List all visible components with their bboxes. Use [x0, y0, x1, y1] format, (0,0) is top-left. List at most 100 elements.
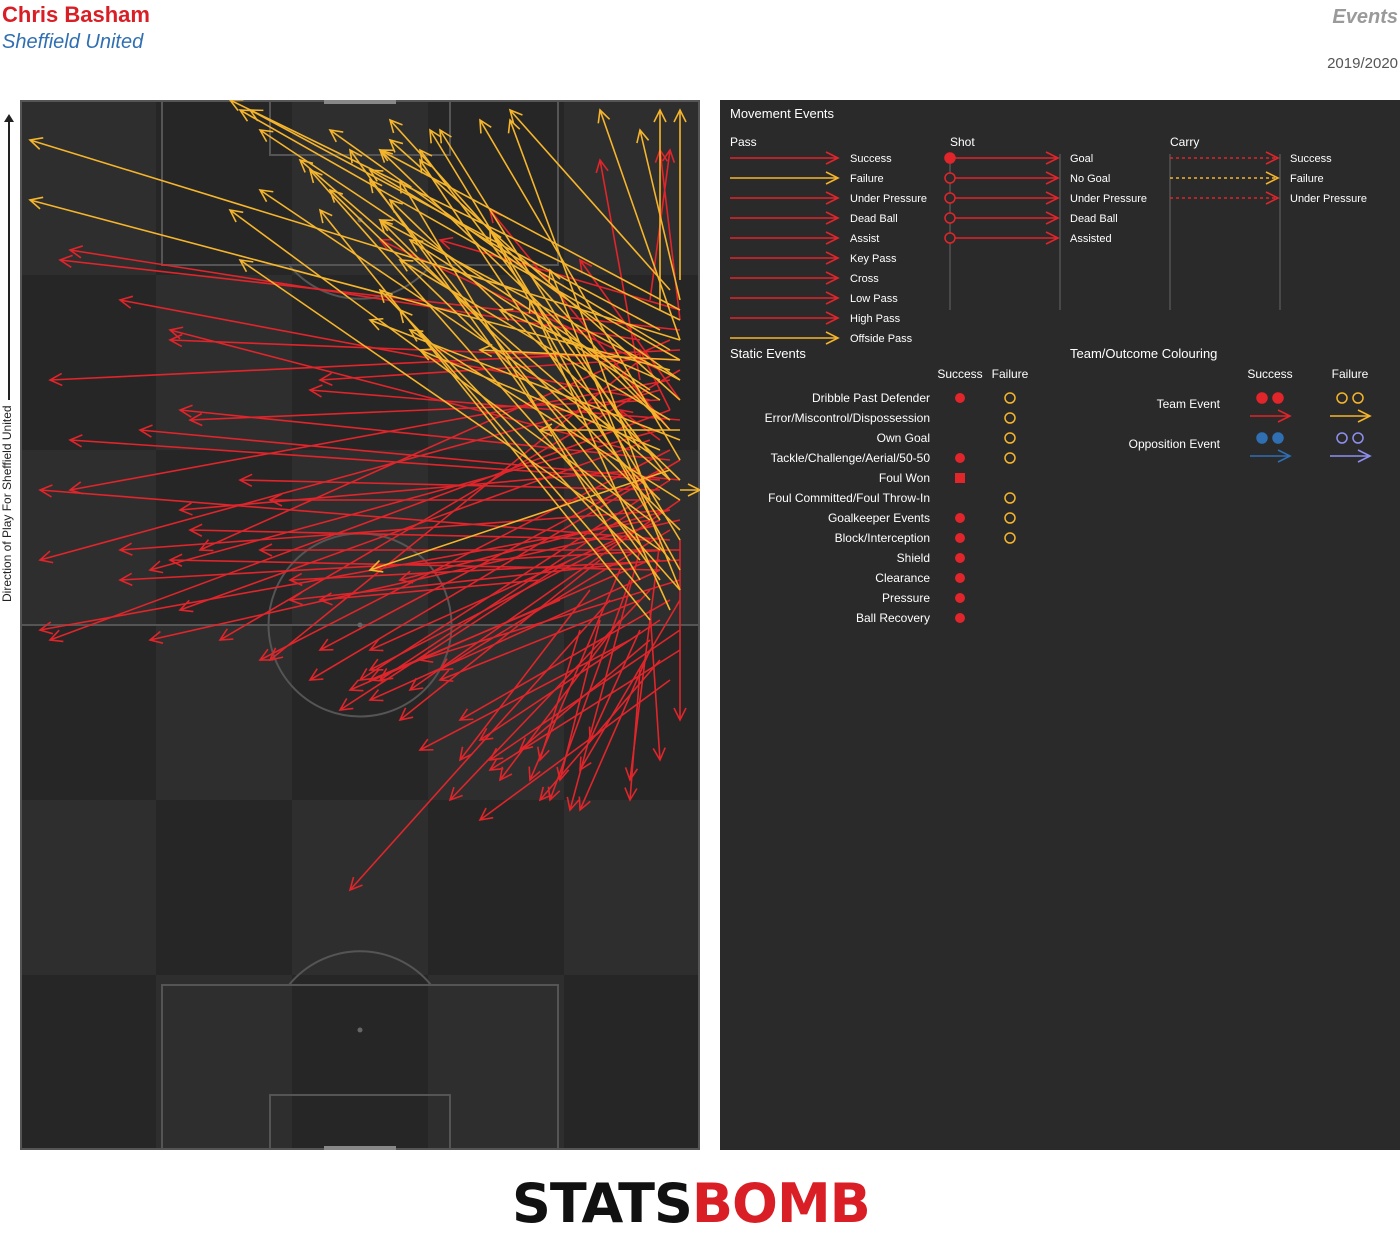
static-success-marker [955, 393, 965, 403]
pass-arrow-failure [653, 108, 667, 310]
pass-arrow-failure [28, 196, 671, 371]
pass-arrow-success [368, 569, 661, 702]
legend-pass-arrow [730, 231, 840, 245]
pass-arrow-failure [368, 469, 671, 573]
static-success-marker [955, 453, 965, 463]
legend-pass-label: Success [850, 153, 892, 165]
pass-arrow-success [595, 158, 641, 381]
legend-pass-arrow [730, 191, 840, 205]
pass-arrow-failure [398, 259, 671, 421]
pass-arrow-success [556, 619, 601, 782]
logo-bomb-text: BOMB [691, 1172, 871, 1235]
direction-arrow-icon [4, 114, 14, 400]
legend-shot-label: Goal [1070, 153, 1093, 165]
pitch-zone [564, 100, 700, 275]
static-event-label: Goalkeeper Events [828, 511, 930, 525]
season-label: 2019/2020 [1327, 55, 1398, 72]
static-failure-marker [1004, 492, 1016, 504]
pass-title: Pass [730, 135, 757, 149]
static-event-label: Dribble Past Defender [812, 391, 930, 405]
pass-arrow-failure [228, 208, 651, 521]
pass-arrow-success [649, 609, 666, 762]
pitch-zone [428, 975, 564, 1150]
pass-arrows [28, 100, 700, 892]
pitch-zone [156, 975, 292, 1150]
pass-arrow-failure [318, 208, 651, 621]
pass-arrow-success [398, 559, 601, 722]
legend-pass-label: Low Pass [850, 293, 898, 305]
static-failure-marker [1004, 412, 1016, 424]
pass-arrow-success [138, 424, 681, 481]
bottom-six-yard-box [269, 1094, 451, 1150]
pass-arrow-success [38, 389, 661, 564]
static-event-label: Shield [897, 551, 930, 565]
pass-arrow-success [178, 469, 641, 516]
legend-pass-label: Offside Pass [850, 333, 913, 345]
pass-arrow-failure [298, 158, 671, 481]
team-row-label: Team Event [1157, 397, 1221, 411]
legend-shot-arrow [950, 211, 1060, 225]
legend-carry-label: Under Pressure [1290, 193, 1367, 205]
pass-arrow-success [578, 258, 681, 401]
pass-arrow-failure [378, 149, 681, 311]
chart-kind-label: Events [1332, 6, 1398, 28]
static-success-marker [955, 573, 965, 583]
team-failure-header: Failure [1332, 367, 1369, 381]
pass-arrow-failure [368, 169, 671, 351]
shot-title: Shot [950, 135, 975, 149]
pitch-zone [564, 800, 700, 975]
legend-pass-label: High Pass [850, 313, 901, 325]
legend-panel: Movement Events Pass Shot Carry Success Failu… [720, 100, 1400, 1150]
pass-arrow-failure [673, 108, 687, 280]
carry-title: Carry [1170, 135, 1199, 149]
legend-pass-label: Key Pass [850, 253, 897, 265]
static-failure-marker [1004, 432, 1016, 444]
team-colour-arrow [1250, 409, 1292, 423]
pitch-zone [428, 800, 564, 975]
pass-arrow-failure [478, 343, 681, 361]
legend-carry-arrow [1170, 171, 1280, 185]
legend-shot-label: Under Pressure [1070, 193, 1147, 205]
static-success-marker [955, 553, 965, 563]
pass-arrow-failure [238, 109, 681, 361]
pitch-zone [292, 450, 428, 625]
legend-shot-label: Assisted [1070, 233, 1112, 245]
pitch-zone [20, 975, 156, 1150]
pass-arrow-success [547, 579, 631, 802]
static-event-label: Ball Recovery [856, 611, 930, 625]
legend-pass-arrow [730, 151, 840, 165]
pass-arrow-success [48, 409, 671, 643]
team-colour-marker [1352, 432, 1364, 444]
logo-stats-text: STATS [512, 1172, 693, 1235]
pitch-zone [156, 800, 292, 975]
movement-events-title: Movement Events [730, 106, 835, 121]
direction-of-play-label: Direction of Play For Sheffield United [0, 405, 14, 602]
legend-pass-arrow [730, 311, 840, 325]
pass-arrow-failure [328, 188, 681, 531]
pass-arrow-success [338, 559, 571, 711]
team-colour-arrow [1250, 449, 1292, 463]
legend-shot-arrow [950, 231, 1060, 245]
static-failure-marker [1004, 452, 1016, 464]
legend-shot-arrow [950, 171, 1060, 185]
legend-shot-arrow [950, 191, 1060, 205]
legend-pass-label: Failure [850, 173, 884, 185]
pass-arrow-success [58, 254, 681, 331]
legend-pass-label: Under Pressure [850, 193, 927, 205]
static-success-header: Success [937, 367, 982, 381]
legend-pass-arrow [730, 251, 840, 265]
pass-arrow-success [398, 509, 671, 584]
pass-arrow-failure [418, 348, 661, 451]
team-colour-marker [1336, 392, 1348, 404]
legend-carry-label: Success [1290, 153, 1332, 165]
pass-arrow-failure [388, 138, 681, 401]
bottom-penalty-spot [357, 1027, 363, 1033]
pass-arrow-success [458, 599, 671, 721]
team-colour-marker [1272, 432, 1284, 444]
player-name: Chris Basham [2, 2, 150, 27]
pass-arrow-success [588, 629, 641, 742]
team-row-label: Opposition Event [1129, 437, 1221, 451]
legend-shot-label: No Goal [1070, 173, 1110, 185]
centre-spot [357, 622, 363, 628]
pitch-zone [20, 275, 156, 450]
